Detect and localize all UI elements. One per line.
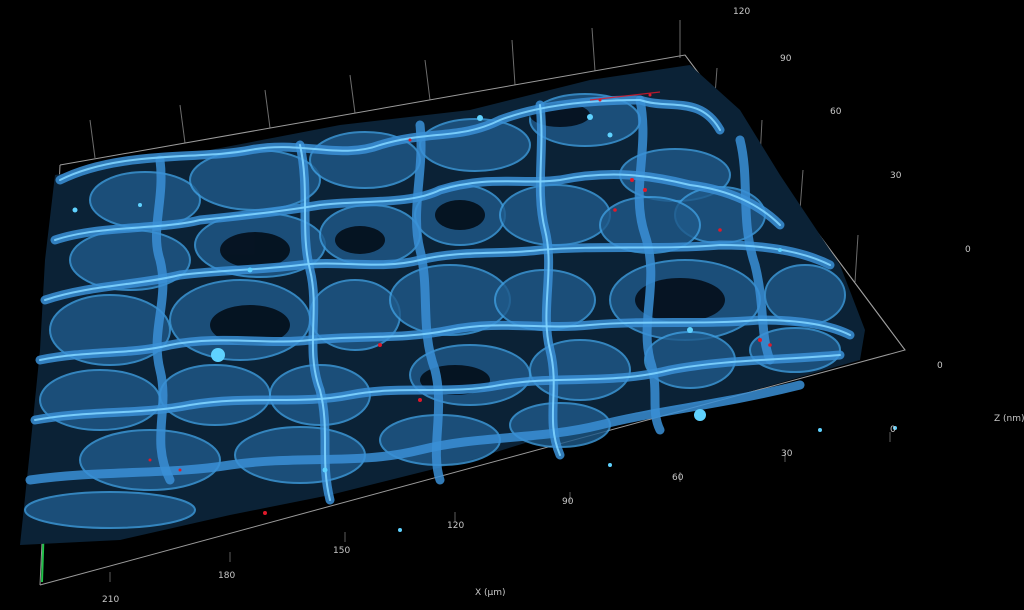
cell-tissue-render	[20, 65, 897, 545]
y-tick: 0	[965, 245, 971, 255]
x-tick: 30	[781, 449, 793, 459]
x-tick: 90	[562, 497, 574, 507]
y-tick: 0	[937, 361, 943, 371]
x-axis-title: X (µm)	[475, 588, 506, 598]
x-tick: 180	[218, 571, 235, 581]
x-axis-ticks: 210 180 150 120 90 60 30 0	[102, 425, 896, 605]
y-axis-ticks: 120 90 60 30 0 0	[733, 7, 971, 371]
z-axis-title: Z (nm)	[994, 414, 1024, 424]
x-tick: 210	[102, 595, 119, 605]
y-tick: 30	[890, 171, 902, 181]
x-tick: 60	[672, 473, 684, 483]
y-tick: 60	[830, 107, 842, 117]
x-tick: 0	[890, 425, 896, 435]
y-tick: 90	[780, 54, 792, 64]
x-tick: 120	[447, 521, 464, 531]
x-tick: 150	[333, 546, 350, 556]
y-tick: 120	[733, 7, 750, 17]
